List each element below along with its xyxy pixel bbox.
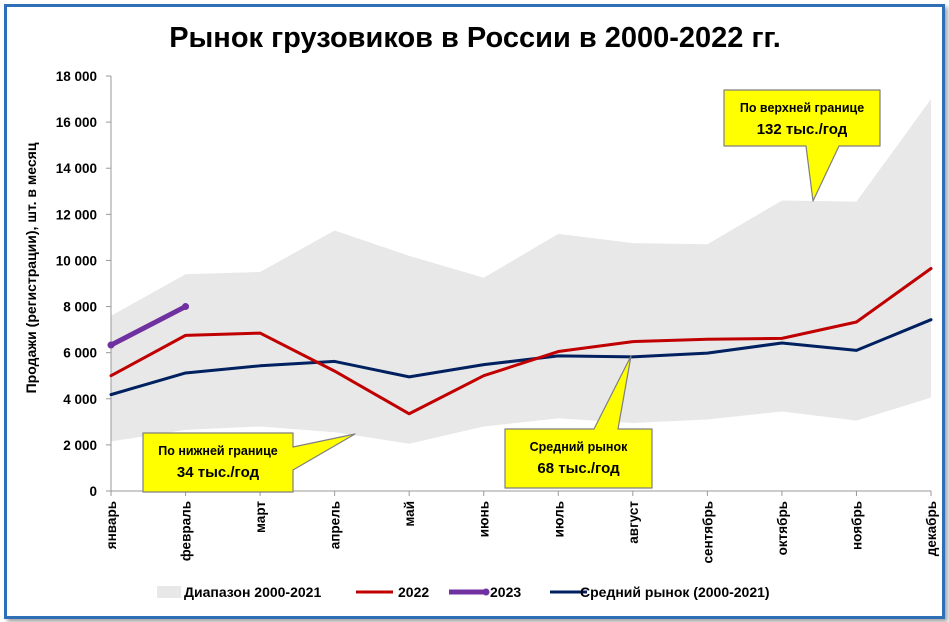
callout-2: Средний рынок 68 тыс./год	[504, 355, 653, 489]
legend: Диапазон 2000-2021 2022 2023 Средний рынок …	[157, 584, 770, 600]
legend-label: Диапазон 2000-2021	[184, 584, 321, 600]
legend-label: 2022	[398, 584, 429, 600]
range-band	[111, 99, 931, 444]
x-tick-label: март	[253, 501, 268, 533]
series-line-2022	[109, 267, 933, 416]
axes: 0 2 000 4 000 6 000 8 000 10 000 12 000 14 000 1…	[56, 69, 939, 564]
x-tick-label: июль	[551, 501, 566, 537]
y-tick-label: 2 000	[63, 438, 97, 453]
y-tick-label: 18 000	[56, 69, 97, 84]
x-tick-label: апрель	[328, 501, 343, 549]
y-tick-label: 16 000	[56, 115, 97, 130]
callout-value: 34 тыс./год	[177, 464, 260, 481]
callout-0: По верхней границе 132 тыс./год	[723, 89, 881, 202]
series-line-2023	[108, 304, 189, 348]
y-tick-label: 14 000	[56, 161, 97, 176]
legend-item-0: Диапазон 2000-2021	[157, 584, 321, 600]
callout-value: 132 тыс./год	[757, 121, 848, 138]
series-layer	[107, 267, 933, 416]
y-tick-label: 10 000	[56, 253, 97, 268]
x-tick-label: август	[626, 501, 641, 544]
legend-item-3: Средний рынок (2000-2021)	[550, 584, 770, 600]
legend-label: 2023	[490, 584, 521, 600]
y-tick-label: 4 000	[63, 392, 97, 407]
callout-label: По верхней границе	[740, 101, 864, 115]
range-band-layer	[111, 99, 931, 444]
callout-shape	[142, 432, 356, 493]
x-tick-label: сентябрь	[700, 501, 715, 564]
legend-swatch	[157, 586, 181, 598]
callout-1: По нижней границе 34 тыс./год	[142, 432, 356, 493]
series-point-2023	[182, 303, 190, 311]
callout-shape	[504, 355, 653, 489]
x-tick-label: июнь	[477, 501, 492, 537]
legend-marker	[482, 588, 490, 596]
callout-label: По нижней границе	[158, 444, 278, 458]
callout-shape	[723, 89, 881, 202]
legend-item-1: 2022	[356, 584, 429, 600]
y-tick-label: 6 000	[63, 346, 97, 361]
x-tick-label: февраль	[179, 501, 194, 561]
callout-layer: По верхней границе 132 тыс./год По нижней …	[142, 89, 881, 493]
x-tick-label: май	[402, 501, 417, 527]
chart-title: Рынок грузовиков в России в 2000-2022 гг…	[169, 22, 781, 54]
legend-label: Средний рынок (2000-2021)	[580, 584, 770, 600]
x-tick-label: декабрь	[924, 501, 939, 556]
series-line-average	[109, 318, 933, 397]
callout-value: 68 тыс./год	[537, 460, 620, 477]
y-axis-label: Продажи (регистрации), шт. в месяц	[23, 142, 39, 393]
y-tick-label: 8 000	[63, 300, 97, 315]
legend-item-2: 2023	[449, 584, 521, 600]
y-tick-label: 12 000	[56, 207, 97, 222]
x-tick-label: ноябрь	[849, 501, 864, 550]
callout-label: Средний рынок	[530, 440, 628, 454]
x-tick-label: январь	[104, 501, 119, 549]
y-tick-label: 0	[89, 484, 97, 499]
x-tick-label: октябрь	[775, 501, 790, 555]
series-point-2023	[107, 341, 115, 349]
